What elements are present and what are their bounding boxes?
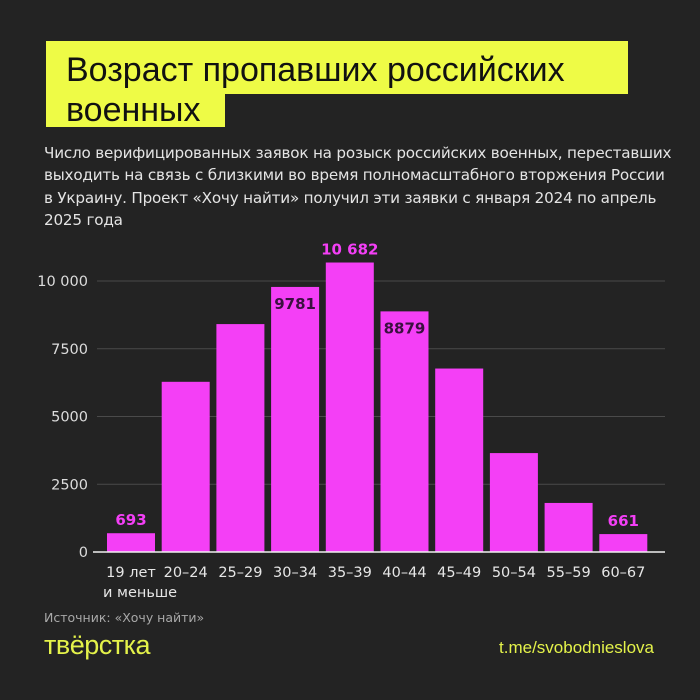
data-label: 8879 (384, 319, 426, 337)
bar (435, 368, 484, 552)
bar (489, 453, 538, 552)
data-label: 661 (608, 512, 639, 530)
y-tick-label: 10 000 (37, 274, 88, 290)
y-tick-label: 5000 (51, 410, 88, 426)
y-tick-label: 0 (79, 545, 88, 561)
source-note: Источник: «Хочу найти» (44, 610, 205, 625)
x-tick-label: 55–59 (547, 565, 591, 581)
title-line-1: Возраст пропавших российских (46, 41, 628, 94)
bar (216, 324, 265, 552)
telegram-link[interactable]: t.me/svobodnieslova (499, 638, 654, 657)
bar (544, 502, 593, 552)
bar (325, 262, 374, 552)
logo: твёрстка (44, 630, 151, 660)
x-tick-label: 20–24 (164, 565, 208, 581)
x-tick-label: 40–44 (382, 565, 426, 581)
bar (161, 381, 210, 552)
bar (271, 286, 320, 552)
subtitle: Число верифицированных заявок на розыск … (44, 144, 672, 229)
bar (599, 534, 648, 552)
y-tick-label: 2500 (51, 477, 88, 493)
x-tick-label: 60–67 (601, 565, 645, 581)
bar (380, 311, 429, 552)
y-tick-label: 7500 (51, 342, 88, 358)
x-tick-label: 50–54 (492, 565, 536, 581)
x-tick-label: 30–34 (273, 565, 317, 581)
title-line-2: военных (46, 93, 225, 127)
x-tick-label: 19 лет (106, 565, 156, 581)
data-label: 10 682 (321, 241, 378, 259)
x-tick-label: и меньше (103, 585, 177, 601)
x-tick-label: 25–29 (218, 565, 262, 581)
x-tick-label: 45–49 (437, 565, 481, 581)
data-label: 9781 (274, 295, 316, 313)
x-tick-label: 35–39 (328, 565, 372, 581)
bar (107, 533, 155, 552)
data-label: 693 (115, 511, 146, 529)
